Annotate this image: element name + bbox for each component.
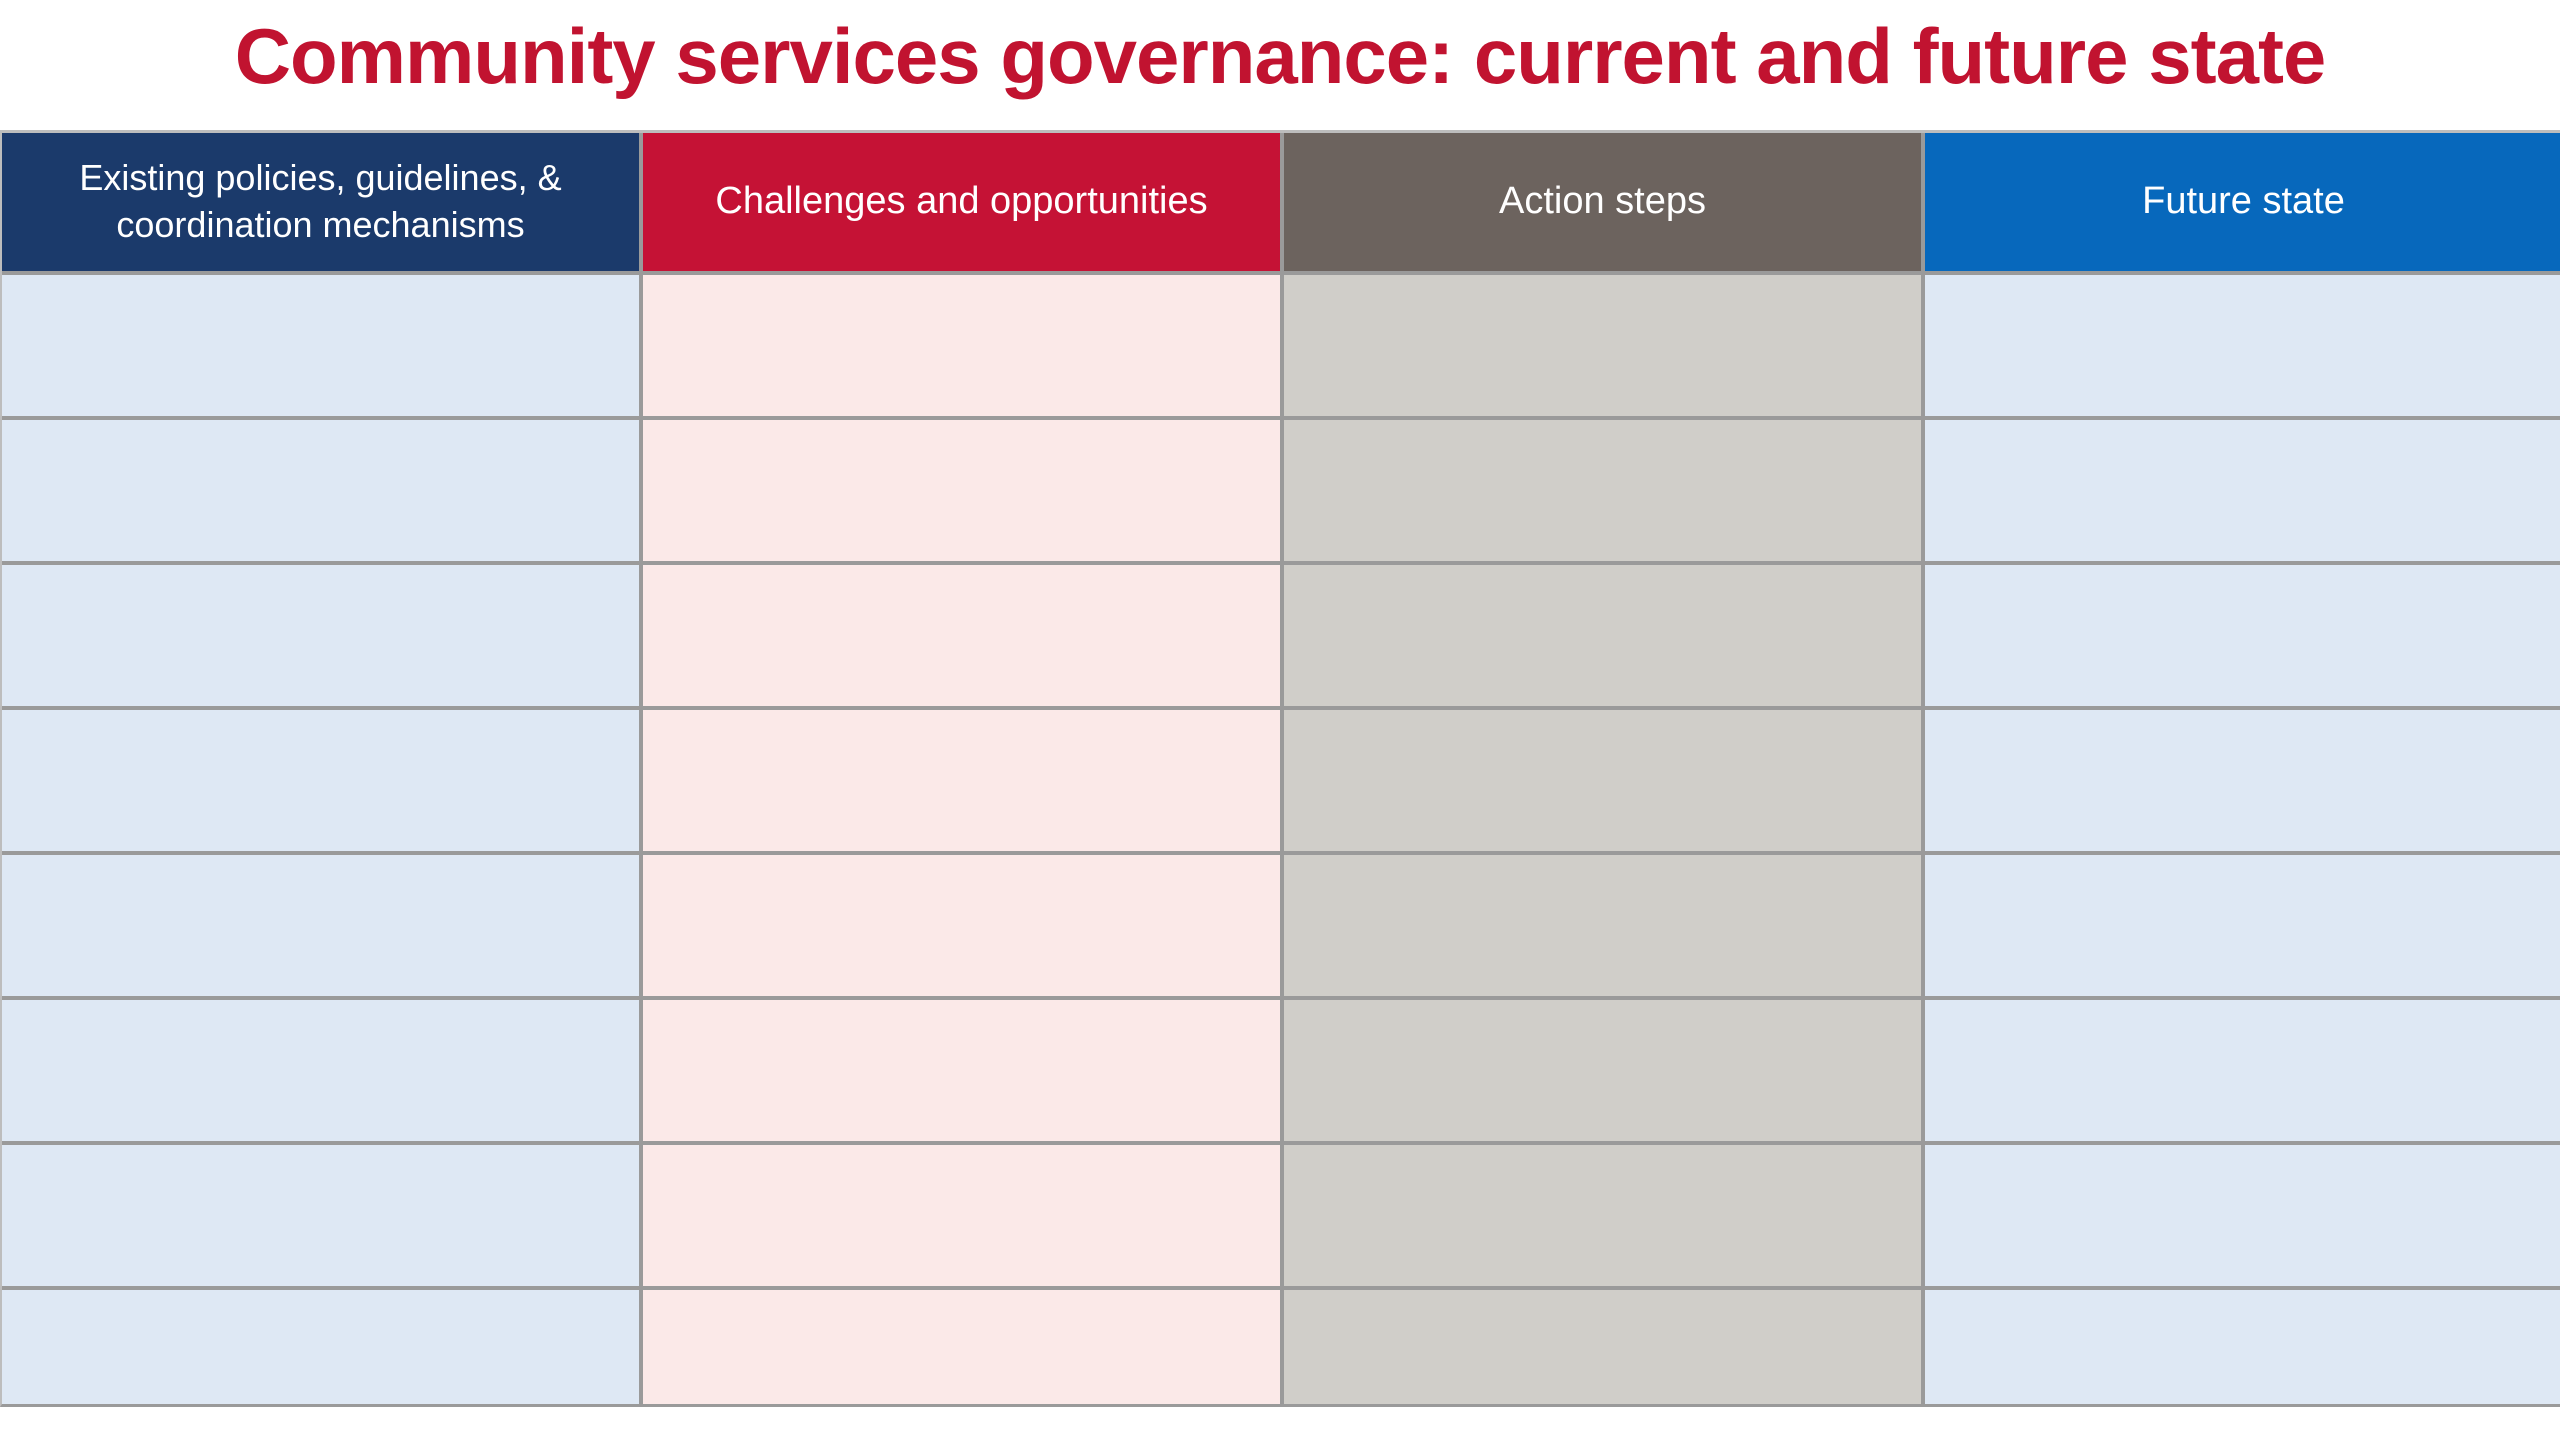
table-cell-r8-c4 xyxy=(1925,1290,2560,1404)
column-header-future-state: Future state xyxy=(1925,133,2560,271)
column-header-action-steps: Action steps xyxy=(1284,133,1921,271)
table-cell-r1-c4 xyxy=(1925,275,2560,416)
table-cell-r3-c4 xyxy=(1925,565,2560,706)
table-cell-r4-c1 xyxy=(2,710,639,851)
table-cell-r2-c4 xyxy=(1925,420,2560,561)
table-cell-r4-c4 xyxy=(1925,710,2560,851)
governance-table: Existing policies, guidelines, & coordin… xyxy=(0,130,2560,1407)
table-cell-r6-c2 xyxy=(643,1000,1280,1141)
table-cell-r4-c3 xyxy=(1284,710,1921,851)
slide-title: Community services governance: current a… xyxy=(234,12,2327,100)
table-cell-r5-c2 xyxy=(643,855,1280,996)
table-cell-r5-c1 xyxy=(2,855,639,996)
table-cell-r3-c1 xyxy=(2,565,639,706)
column-header-existing-policies: Existing policies, guidelines, & coordin… xyxy=(2,133,639,271)
table-cell-r5-c3 xyxy=(1284,855,1921,996)
table-cell-r2-c1 xyxy=(2,420,639,561)
table-cell-r7-c2 xyxy=(643,1145,1280,1286)
table-cell-r8-c3 xyxy=(1284,1290,1921,1404)
column-header-challenges-opportunities: Challenges and opportunities xyxy=(643,133,1280,271)
table-cell-r3-c3 xyxy=(1284,565,1921,706)
table-cell-r6-c1 xyxy=(2,1000,639,1141)
table-cell-r7-c4 xyxy=(1925,1145,2560,1286)
table-cell-r4-c2 xyxy=(643,710,1280,851)
table-cell-r7-c3 xyxy=(1284,1145,1921,1286)
table-cell-r1-c1 xyxy=(2,275,639,416)
table-cell-r1-c3 xyxy=(1284,275,1921,416)
table-cell-r8-c1 xyxy=(2,1290,639,1404)
table-cell-r5-c4 xyxy=(1925,855,2560,996)
table-cell-r2-c3 xyxy=(1284,420,1921,561)
table-cell-r6-c3 xyxy=(1284,1000,1921,1141)
table-cell-r2-c2 xyxy=(643,420,1280,561)
table-cell-r6-c4 xyxy=(1925,1000,2560,1141)
table-cell-r8-c2 xyxy=(643,1290,1280,1404)
table-cell-r3-c2 xyxy=(643,565,1280,706)
table-cell-r7-c1 xyxy=(2,1145,639,1286)
table-cell-r1-c2 xyxy=(643,275,1280,416)
